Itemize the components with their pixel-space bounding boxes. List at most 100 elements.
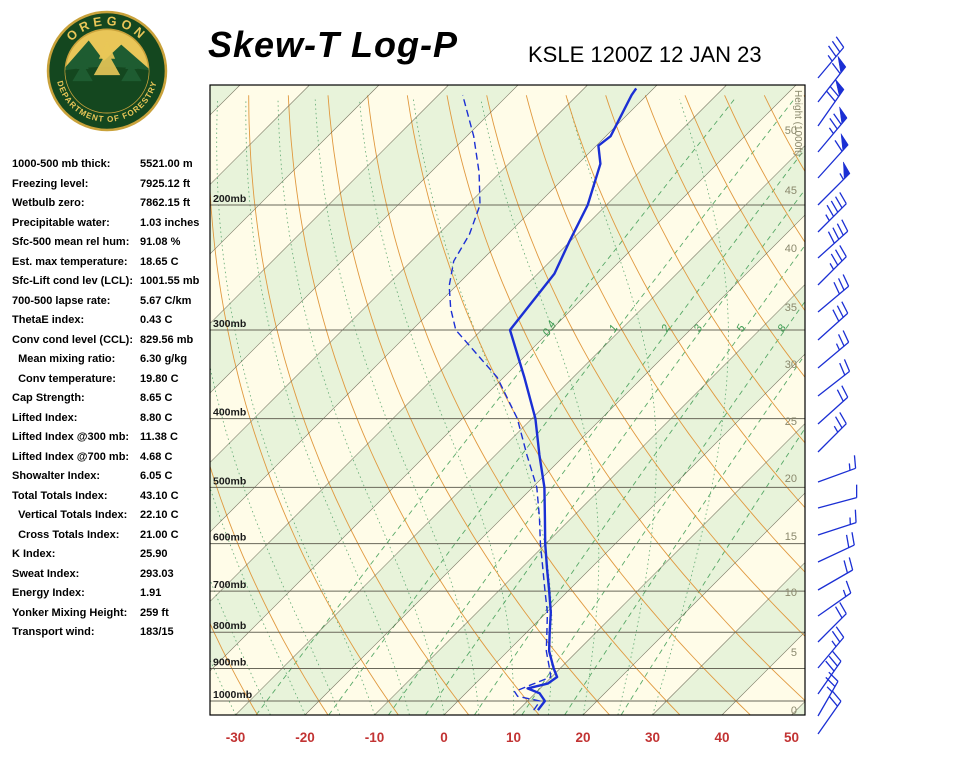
temp-tick: 10 (506, 730, 521, 745)
stat-label: Energy Index: (12, 587, 85, 599)
sounding-lines (448, 87, 638, 711)
stat-label: Cross Totals Index: (12, 528, 120, 541)
mixing-ratio-label: 5 (734, 322, 748, 334)
wind-barb (817, 557, 854, 591)
logo-forest-scene (65, 40, 149, 113)
stat-row: Precipitable water: 1.03 inches (12, 214, 212, 234)
stat-value: 1.91 (140, 587, 162, 599)
wind-barb (817, 412, 847, 453)
wind-barb (817, 532, 855, 563)
stat-value: 19.80 C (140, 372, 179, 385)
wind-barb (817, 385, 849, 425)
page-title: Skew-T Log-P (208, 24, 459, 65)
stat-label: 1000-500 mb thick: (12, 158, 111, 170)
stat-value: 293.03 (140, 567, 174, 580)
stat-value: 18.65 C (140, 255, 179, 268)
stat-label: Transport wind: (12, 626, 95, 638)
stat-row: Sfc-500 mean rel hum: 91.08 % (12, 233, 212, 253)
stat-row: Sfc-Lift cond lev (LCL): 1001.55 mb (12, 272, 212, 292)
stat-label: Showalter Index: (12, 470, 101, 482)
stat-label: Lifted Index @700 mb: (12, 450, 130, 463)
dewpoint-line (448, 94, 552, 711)
wind-barb (817, 602, 847, 643)
stat-row: Wetbulb zero: 7862.15 ft (12, 194, 212, 214)
wind-barb (817, 359, 851, 397)
stat-label: Sfc-500 mean rel hum: (12, 236, 130, 248)
stat-label: Wetbulb zero: (12, 197, 85, 209)
temp-tick: 40 (714, 730, 729, 745)
pressure-label: 1000mb (213, 689, 252, 701)
stat-value: 43.10 C (140, 489, 179, 502)
stat-label: Conv temperature: (12, 372, 116, 385)
stat-value: 8.65 C (140, 392, 173, 404)
stat-row: 1000-500 mb thick: 5521.00 m (12, 155, 212, 175)
stat-value: 25.90 (140, 548, 168, 560)
odf-logo: OREGON DEPARTMENT OF FORESTRY (46, 10, 168, 132)
mixing-ratio-label: 2 (659, 323, 673, 335)
stat-value: 0.43 C (140, 314, 173, 326)
pressure-label: 400mb (213, 407, 246, 419)
pressure-label: 900mb (213, 657, 246, 669)
mixing-ratio-label: 0.4 (541, 319, 559, 338)
odf-logo-icon: OREGON DEPARTMENT OF FORESTRY (46, 10, 168, 132)
stat-row: Conv cond level (CCL): 829.56 mb (12, 331, 212, 351)
stat-row: Cross Totals Index: 21.00 C (12, 526, 212, 546)
temp-tick: 0 (440, 730, 448, 745)
indices-panel: 1000-500 mb thick: 5521.00 m Freezing leve… (12, 155, 212, 643)
mixing-ratio-labels: 0.4 1 2 3 5 8 (541, 319, 790, 338)
wind-barb (817, 650, 842, 695)
wind-barb (817, 79, 845, 127)
height-tick: 50 (785, 125, 797, 137)
wind-barb (817, 484, 858, 509)
stat-row: 700-500 lapse rate: 5.67 C/km (12, 292, 212, 312)
stat-label: ThetaE index: (12, 314, 85, 326)
stat-label: Lifted Index @300 mb: (12, 431, 130, 443)
stat-row: Showalter Index: 6.05 C (12, 467, 212, 487)
stat-label: Cap Strength: (12, 392, 85, 404)
stat-value: 21.00 C (140, 528, 179, 541)
stat-value: 5521.00 m (140, 158, 193, 170)
stat-row: Lifted Index @300 mb: 11.38 C (12, 428, 212, 448)
stat-value: 91.08 % (140, 236, 181, 248)
wind-barb (817, 690, 842, 735)
height-tick: 10 (785, 587, 797, 599)
wind-barb (817, 106, 848, 153)
stat-label: Precipitable water: (12, 216, 110, 229)
stat-row: Cap Strength: 8.65 C (12, 389, 212, 409)
wind-barb (817, 455, 857, 483)
stat-row: Est. max temperature: 18.65 C (12, 253, 212, 273)
stat-value: 22.10 C (140, 509, 179, 521)
stat-value: 7862.15 ft (140, 197, 191, 209)
wind-barb (817, 192, 847, 233)
wind-barb (817, 245, 847, 286)
stat-label: Mean mixing ratio: (12, 353, 116, 365)
height-axis-label: Height (1000ft) (792, 90, 803, 156)
stat-row: Lifted Index @700 mb: 4.68 C (12, 448, 212, 468)
stat-value: 1.03 inches (140, 216, 200, 229)
stat-row: K Index: 25.90 (12, 545, 212, 565)
temp-tick: 20 (575, 730, 590, 745)
stat-value: 7925.12 ft (140, 177, 191, 190)
stat-row: Energy Index: 1.91 (12, 584, 212, 604)
stat-row: Sweat Index: 293.03 (12, 565, 212, 585)
pressure-labels: 200mb 300mb 400mb 500mb 600mb 700mb 800mb 900mb… (213, 193, 252, 701)
stat-label: Sfc-Lift cond lev (LCL): (12, 275, 133, 287)
height-tick: 40 (785, 243, 797, 255)
height-tick: 25 (785, 416, 797, 428)
wind-barb (817, 330, 850, 369)
pressure-label: 700mb (213, 579, 246, 591)
wind-barb (817, 671, 839, 717)
wind-barb (817, 301, 849, 341)
stat-value: 6.05 C (140, 470, 173, 482)
stat-value: 829.56 mb (140, 333, 194, 346)
stat-value: 4.68 C (140, 450, 173, 463)
isobar-lines (210, 204, 805, 702)
stat-row: Vertical Totals Index: 22.10 C (12, 506, 212, 526)
stat-row: Conv temperature: 19.80 C (12, 370, 212, 390)
stat-label: 700-500 lapse rate: (12, 294, 111, 307)
stat-value: 11.38 C (140, 431, 178, 443)
pressure-label: 300mb (213, 318, 246, 330)
station-datetime: KSLE 1200Z 12 JAN 23 (528, 42, 762, 67)
wind-barb (817, 580, 852, 617)
